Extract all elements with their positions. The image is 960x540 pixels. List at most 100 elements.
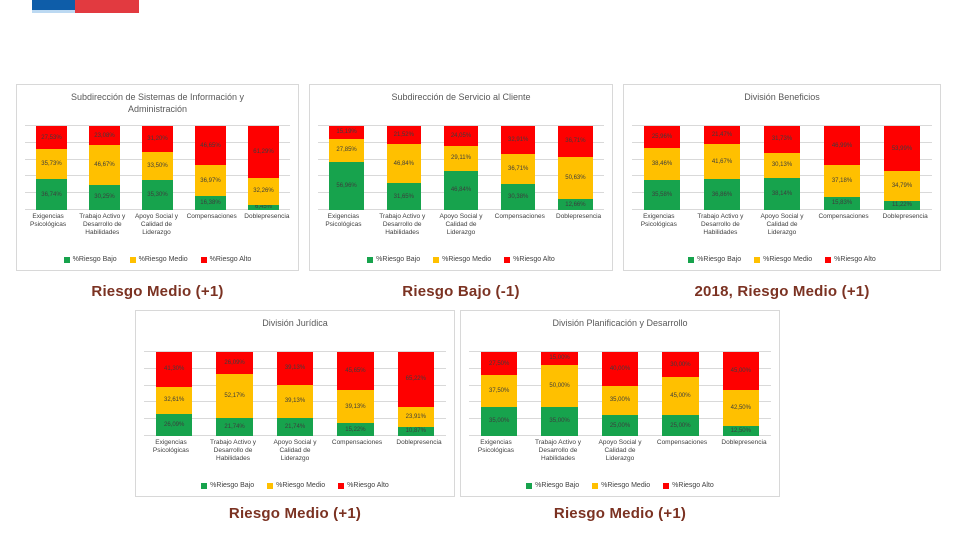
bar-segment-riesgo-alto: 15,19%	[329, 126, 364, 139]
bar-column: 35,58% 38,46% 25,96%	[632, 126, 692, 210]
bar-segment-riesgo-bajo: 36,86%	[704, 179, 740, 210]
legend-swatch-icon	[201, 482, 208, 489]
bar-segment-riesgo-bajo: 30,25%	[88, 184, 121, 210]
bar-segment-riesgo-alto: 15,00%	[541, 352, 578, 365]
bar-segment-riesgo-alto: 23,08%	[88, 126, 121, 146]
legend-label: %Riesgo Alto	[209, 256, 252, 263]
bar-segment-riesgo-alto: 39,13%	[276, 352, 314, 385]
bar-segment-riesgo-bajo: 30,38%	[501, 184, 536, 210]
data-label: 15,19%	[336, 129, 357, 136]
category-label: Trabajo Activo y Desarrollo de Habilidad…	[209, 439, 256, 463]
stacked-bar: 16,38% 36,97% 46,65%	[194, 126, 227, 210]
legend-item-riesgo-alto: %Riesgo Alto	[504, 256, 555, 263]
legend-label: %Riesgo Bajo	[72, 256, 117, 263]
stacked-bar: 31,65% 46,84% 21,52%	[386, 126, 421, 210]
data-label: 56,96%	[336, 183, 357, 190]
caption-division-beneficios: 2018, Riesgo Medio (+1)	[694, 283, 870, 300]
bar-segment-riesgo-alto: 46,99%	[824, 126, 860, 166]
chart-legend: %Riesgo Bajo %Riesgo Medio %Riesgo Alto	[136, 482, 454, 489]
bar-segment-riesgo-alto: 46,65%	[194, 126, 227, 166]
bars-group: 35,00% 37,50% 27,50% 35,00% 50,00% 15,00% 25,0…	[469, 352, 771, 436]
caption-servicio-cliente: Riesgo Bajo (-1)	[402, 283, 520, 300]
bar-segment-riesgo-alto: 27,53%	[35, 126, 68, 150]
bar-segment-riesgo-bajo: 15,22%	[337, 423, 374, 436]
gridline	[469, 351, 771, 352]
category-label: Exigencias Psicológicas	[152, 439, 190, 455]
gridline	[144, 351, 446, 352]
stacked-bar: 11,22% 34,79% 53,99%	[884, 126, 920, 210]
category-label: Trabajo Activo y Desarrollo de Habilidad…	[379, 213, 426, 237]
data-label: 37,50%	[489, 387, 510, 394]
bar-segment-riesgo-medio: 41,67%	[704, 144, 740, 180]
data-label: 41,30%	[164, 366, 185, 373]
data-label: 26,09%	[164, 422, 185, 429]
bar-column: 38,14% 30,13% 31,73%	[752, 126, 812, 210]
logo-red-block	[75, 0, 139, 13]
data-label: 24,05%	[450, 133, 472, 140]
gobierno-chile-logo	[32, 0, 139, 13]
legend-swatch-icon	[367, 256, 374, 263]
bar-segment-riesgo-medio: 35,73%	[35, 149, 68, 180]
category-label: Apoyo Social y Calidad de Liderazgo	[760, 213, 804, 237]
bar-column: 12,66% 50,63% 36,71%	[547, 126, 604, 210]
bar-segment-riesgo-bajo: 6,45%	[247, 204, 280, 210]
legend-swatch-icon	[688, 256, 695, 263]
bar-column: 36,86% 41,67% 21,47%	[692, 126, 752, 210]
data-label: 38,14%	[771, 190, 793, 197]
bar-segment-riesgo-bajo: 15,83%	[824, 196, 860, 210]
bar-column: 56,96% 27,85% 15,19%	[318, 126, 375, 210]
bars-group: 36,74% 35,73% 27,53% 30,25% 46,67% 23,08% 35,3…	[25, 126, 290, 210]
stacked-bar: 36,86% 41,67% 21,47%	[704, 126, 740, 210]
legend-swatch-icon	[338, 482, 345, 489]
bar-column: 16,38% 36,97% 46,65%	[184, 126, 237, 210]
stacked-bar: 15,83% 37,18% 46,99%	[824, 126, 860, 210]
data-label: 41,67%	[711, 158, 733, 165]
bar-segment-riesgo-alto: 25,96%	[644, 126, 680, 148]
legend-label: %Riesgo Alto	[513, 256, 555, 263]
legend-swatch-icon	[267, 482, 274, 489]
bar-segment-riesgo-medio: 33,50%	[141, 152, 174, 181]
stacked-bar: 30,25% 46,67% 23,08%	[88, 126, 121, 210]
stacked-bar: 25,00% 45,00% 30,00%	[662, 352, 699, 436]
legend-label: %Riesgo Medio	[138, 256, 188, 263]
legend-swatch-icon	[129, 256, 136, 263]
gridline	[25, 125, 290, 126]
legend-label: %Riesgo Alto	[672, 482, 714, 489]
data-label: 45,00%	[670, 393, 691, 400]
data-label: 34,79%	[891, 182, 913, 189]
bar-segment-riesgo-alto: 21,47%	[704, 126, 740, 145]
data-label: 31,65%	[393, 193, 414, 200]
chart-legend: %Riesgo Bajo %Riesgo Medio %Riesgo Alto	[461, 482, 779, 489]
category-axis: Exigencias Psicológicas Trabajo Activo y …	[21, 213, 294, 237]
category-label: Apoyo Social y Calidad de Liderazgo	[134, 213, 178, 237]
plot-area: 56,96% 27,85% 15,19% 31,65% 46,84% 21,52% 46,8…	[318, 125, 604, 210]
bar-column: 25,00% 35,00% 40,00%	[590, 352, 650, 436]
stacked-bar: 35,30% 33,50% 31,20%	[141, 126, 174, 210]
legend-label: %Riesgo Bajo	[535, 482, 580, 489]
bar-segment-riesgo-medio: 37,18%	[824, 165, 860, 197]
legend-label: %Riesgo Bajo	[210, 482, 255, 489]
category-label: Apoyo Social y Calidad de Liderazgo	[273, 439, 317, 463]
bar-segment-riesgo-bajo: 38,14%	[764, 177, 800, 210]
legend-item-riesgo-bajo: %Riesgo Bajo	[63, 256, 117, 263]
plot-area: 35,58% 38,46% 25,96% 36,86% 41,67% 21,47% 38,1…	[632, 125, 932, 210]
data-label: 36,97%	[200, 177, 221, 184]
bar-segment-riesgo-medio: 27,85%	[329, 138, 364, 163]
data-label: 12,50%	[730, 427, 751, 434]
bar-segment-riesgo-bajo: 35,00%	[541, 406, 578, 436]
data-label: 46,84%	[393, 160, 414, 167]
data-label: 32,26%	[253, 188, 274, 195]
data-label: 15,83%	[831, 200, 853, 207]
data-label: 39,13%	[284, 365, 306, 372]
bar-segment-riesgo-bajo: 12,50%	[722, 425, 759, 436]
bar-segment-riesgo-bajo: 21,74%	[276, 417, 314, 436]
bar-segment-riesgo-medio: 42,50%	[722, 389, 759, 426]
bars-group: 26,09% 32,61% 41,30% 21,74% 52,17% 26,09% 21,7…	[144, 352, 446, 436]
data-label: 35,00%	[609, 397, 631, 404]
legend-swatch-icon	[663, 482, 670, 489]
category-label: Compensaciones	[331, 439, 383, 446]
bar-segment-riesgo-medio: 45,00%	[662, 377, 699, 415]
stacked-bar: 26,09% 32,61% 41,30%	[156, 352, 193, 436]
legend-item-riesgo-alto: %Riesgo Alto	[663, 482, 714, 489]
bar-segment-riesgo-medio: 23,91%	[397, 406, 434, 427]
